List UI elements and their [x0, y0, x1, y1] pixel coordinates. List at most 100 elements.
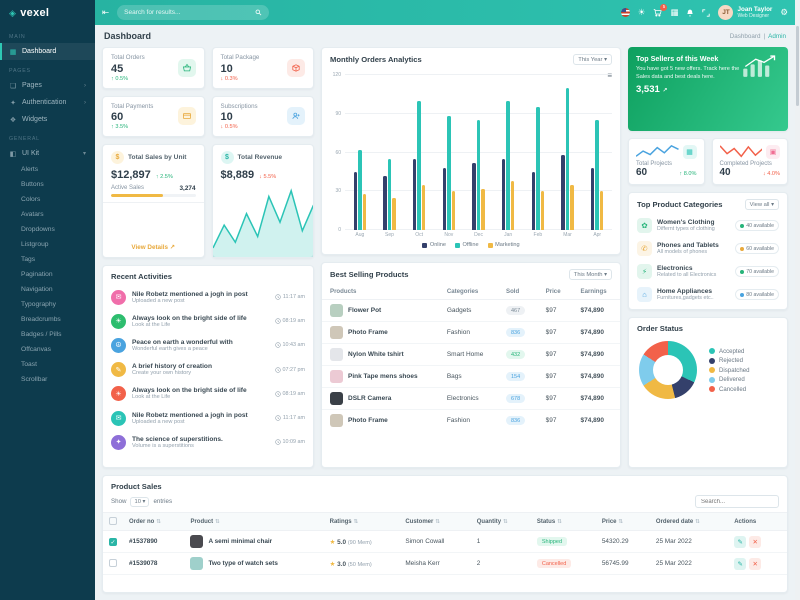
activity-item[interactable]: ✉ Nile Robetz mentioned a jogh in post Up…	[103, 285, 313, 309]
col-ratings[interactable]: Ratings ⇅	[323, 512, 400, 531]
sidebar-item-widgets[interactable]: ❖ Widgets	[9, 116, 48, 124]
row-checkbox[interactable]: ✓	[109, 537, 117, 546]
sidebar-item-badges[interactable]: Badges / Pills	[21, 331, 62, 338]
col-customer[interactable]: Customer ⇅	[399, 512, 471, 531]
sidebar-item-pagination[interactable]: Pagination	[21, 271, 53, 278]
user-menu[interactable]: JT Joan Taylor Web Designer	[718, 5, 772, 20]
sidebar-item-navigation[interactable]: Navigation	[21, 286, 53, 293]
sold-badge: 836	[506, 416, 526, 425]
completed-projects-icon: ▣	[766, 145, 780, 159]
category-item[interactable]: ✿ Women's Clothing Differnt types of clot…	[629, 214, 787, 237]
sales-card-title: Total Sales by Unit	[128, 154, 187, 161]
sidebar-item-avatars[interactable]: Avatars	[21, 211, 44, 218]
settings-gear-icon[interactable]: ⚙	[780, 7, 788, 18]
sidebar-item-listgroup[interactable]: Listgroup	[21, 241, 49, 248]
sidebar-item-toast[interactable]: Toast	[21, 361, 37, 368]
chart-menu-icon[interactable]: ≡	[607, 71, 612, 80]
col-price[interactable]: Price ⇅	[595, 512, 650, 531]
stat-delta: ↑ 3.5%	[111, 124, 129, 130]
search-bar[interactable]	[117, 5, 270, 20]
sidebar-item-alerts[interactable]: Alerts	[21, 166, 39, 173]
notifications-bell-icon[interactable]	[686, 9, 694, 17]
col-earnings[interactable]: Earnings	[572, 284, 620, 300]
entries-select[interactable]: 10 ▾	[130, 496, 150, 507]
sidebar-item-scrollbar[interactable]: Scrollbar	[21, 376, 48, 383]
sidebar-item-pages[interactable]: ❏ Pages ›	[9, 82, 86, 90]
col-quantity[interactable]: Quantity ⇅	[470, 512, 531, 531]
month-range-select[interactable]: This Month ▾	[568, 269, 612, 280]
revenue-card-title: Total Revenue	[237, 154, 283, 161]
product-row[interactable]: Flower Pot Gadgets 467 $97 $74,890	[322, 299, 620, 322]
cart-icon[interactable]: 5	[653, 4, 668, 17]
language-flag-icon[interactable]	[620, 8, 630, 17]
table-search-input[interactable]	[695, 495, 779, 508]
sidebar-item-authentication[interactable]: ✦ Authentication ›	[10, 99, 86, 107]
theme-sun-icon[interactable]: ☀	[637, 7, 646, 18]
col-status[interactable]: Status ⇅	[530, 512, 596, 531]
sold-badge: 467	[506, 306, 526, 315]
order-row[interactable]: ✓ #1537890 A semi minimal chair ★ 5.0 (9…	[103, 530, 787, 553]
category-item[interactable]: ⌂ Home Appliances Furnitures,gadgets etc.…	[629, 283, 787, 309]
year-range-select[interactable]: This Year ▾	[573, 54, 612, 65]
col-categories[interactable]: Categories	[438, 284, 498, 300]
activity-item[interactable]: ☮ Peace on earth a wonderful with Wonderf…	[103, 333, 313, 357]
product-row[interactable]: Photo Frame Fashion 836 $97 $74,890	[322, 321, 620, 344]
view-details-link[interactable]: View Details ↗	[131, 244, 176, 251]
activity-item[interactable]: ✎ A brief history of creation Create your…	[103, 358, 313, 382]
activity-item[interactable]: ✦ The science of superstitions. Volume is…	[103, 430, 313, 454]
edit-button[interactable]: ✎	[734, 557, 747, 570]
sidebar-item-buttons[interactable]: Buttons	[21, 181, 44, 188]
col-price[interactable]: Price	[537, 284, 573, 300]
clock-icon	[274, 391, 281, 397]
edit-button[interactable]: ✎	[734, 535, 747, 548]
view-all-select[interactable]: View all ▾	[744, 199, 779, 210]
activity-item[interactable]: ☀ Always look on the bright side of life…	[103, 309, 313, 333]
sidebar-item-breadcrumbs[interactable]: Breadcrumbs	[21, 316, 61, 323]
search-input[interactable]	[124, 9, 252, 16]
apps-grid-icon[interactable]: ▦	[670, 7, 679, 18]
sidebar-item-dashboard[interactable]: ▦ Dashboard	[0, 43, 95, 60]
col-order-no[interactable]: Order no ⇅	[123, 512, 185, 531]
stat-value: 60	[111, 111, 124, 123]
sort-icon: ⇅	[503, 518, 508, 525]
delete-button[interactable]: ✕	[749, 557, 762, 570]
select-all-checkbox[interactable]	[109, 516, 117, 525]
sidebar-item-typography[interactable]: Typography	[21, 301, 56, 308]
activity-avatar: ✉	[111, 289, 126, 305]
activity-item[interactable]: ✉ Nile Robetz mentioned a jogh in post Up…	[103, 406, 313, 430]
col-ordered-date[interactable]: Ordered date ⇅	[649, 512, 729, 531]
product-row[interactable]: DSLR Camera Electronics 678 $97 $74,890	[322, 387, 620, 410]
category-item[interactable]: ✆ Phones and Tablets All models of phones…	[629, 237, 787, 260]
product-row[interactable]: Pink Tape mens shoes Bags 154 $97 $74,89…	[322, 365, 620, 388]
order-row[interactable]: #1539078 Two type of watch sets ★ 3.0 (5…	[103, 552, 787, 575]
col-sold[interactable]: Sold	[498, 284, 538, 300]
sidebar-item-dropdowns[interactable]: Dropdowns	[21, 226, 55, 233]
delete-button[interactable]: ✕	[749, 535, 762, 548]
scrollbar-thumb[interactable]	[796, 26, 799, 106]
sidebar-item-colors[interactable]: Colors	[21, 196, 41, 203]
sidebar-collapse-icon[interactable]: ⇤	[102, 7, 110, 18]
app-logo[interactable]: ◈ vexel	[0, 0, 95, 26]
cart-badge: 5	[660, 4, 668, 11]
user-role: Web Designer	[737, 13, 770, 20]
col-product[interactable]: Product ⇅	[184, 512, 324, 531]
sidebar-item-tags[interactable]: Tags	[21, 256, 36, 263]
best-selling-header-row: Products Categories Sold Price Earnings	[322, 284, 620, 300]
product-sales-header-row: Order no ⇅ Product ⇅ Ratings ⇅ Customer ⇅ Qu…	[103, 512, 787, 531]
fullscreen-icon[interactable]	[702, 8, 711, 17]
revenue-dollar-icon: $	[220, 151, 234, 164]
col-products[interactable]: Products	[322, 284, 439, 300]
breadcrumb-parent[interactable]: Dashboard	[729, 32, 761, 40]
clock-icon	[274, 366, 281, 373]
activity-time: 07:27 pm	[274, 366, 305, 373]
activity-item[interactable]: ☀ Always look on the bright side of life…	[103, 382, 313, 406]
product-row[interactable]: Photo Frame Fashion 836 $97 $74,890	[322, 410, 620, 432]
sidebar-item-uikit[interactable]: ◧ UI Kit ▾	[9, 150, 86, 158]
row-checkbox[interactable]	[109, 558, 117, 567]
category-item[interactable]: ⚡ Electronics Related to all Electronics …	[629, 260, 787, 283]
sold-badge: 432	[506, 350, 526, 359]
product-row[interactable]: Nylon White tshirt Smart Home 432 $97 $7…	[322, 343, 620, 366]
sidebar-item-offcanvas[interactable]: Offcanvas	[21, 346, 51, 353]
page-scrollbar[interactable]	[795, 0, 800, 600]
availability-badge: 80 available	[734, 289, 779, 300]
